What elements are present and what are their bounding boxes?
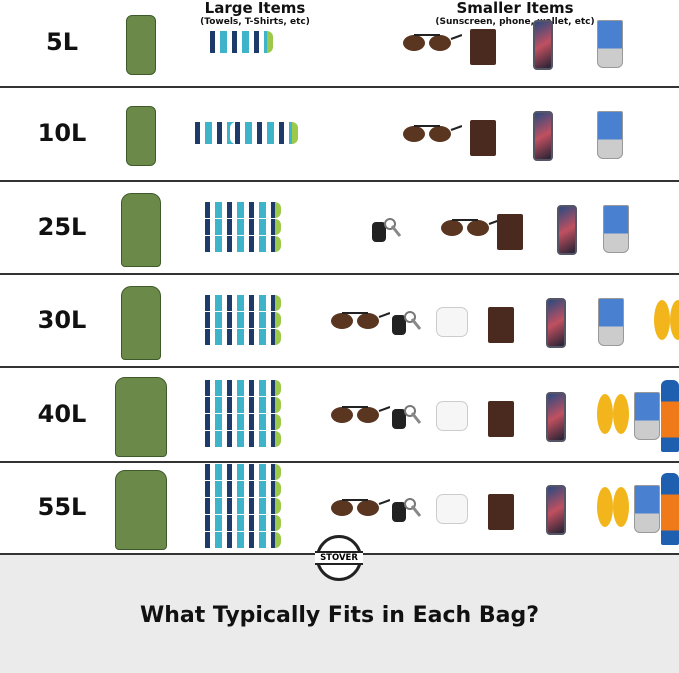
towel-icon <box>200 481 281 497</box>
towel-icon <box>200 532 281 548</box>
phone-icon <box>546 297 566 348</box>
towel-icon <box>200 464 281 480</box>
bag-size-label: 30L <box>37 305 87 334</box>
keys-icon <box>390 307 422 341</box>
sunglasses-icon <box>400 120 463 150</box>
large-backpack-icon <box>115 470 167 550</box>
size-row: 5L <box>0 0 679 88</box>
sunscreen-icon <box>597 20 623 68</box>
phone-icon <box>533 111 553 161</box>
flip-flops-icon <box>593 485 633 533</box>
towel-icon <box>200 235 281 252</box>
towel-icon <box>200 328 281 345</box>
flip-flops-icon <box>650 298 679 346</box>
towel-icon <box>200 311 281 328</box>
wallet-icon <box>488 494 514 530</box>
phone-icon <box>546 391 566 442</box>
towel-icon <box>200 218 281 235</box>
flip-flops-icon <box>593 392 633 440</box>
sunglasses-icon <box>438 214 501 244</box>
size-row: 25L <box>0 182 679 275</box>
bag-size-label: 55L <box>37 493 87 521</box>
size-row: 30L <box>0 275 679 368</box>
earbuds-icon <box>436 494 468 524</box>
keys-icon <box>370 214 402 248</box>
towel-icon <box>200 379 281 396</box>
keys-icon <box>390 494 422 528</box>
sunscreen-icon <box>598 297 624 346</box>
wallet-icon <box>488 306 514 343</box>
stover-logo: STOVER <box>315 535 363 581</box>
towel-icon <box>200 498 281 514</box>
spray-sunscreen-icon <box>661 379 679 452</box>
size-row: 40L <box>0 368 679 463</box>
sunglasses-icon <box>400 29 463 59</box>
sunglasses-icon <box>328 494 391 524</box>
dry-bag-icon <box>126 106 156 166</box>
towel-icon <box>200 201 281 218</box>
small-items-header: Smaller Items (Sunscreen, phone, wallet,… <box>420 0 610 28</box>
backpack-icon <box>121 192 161 267</box>
wallet-icon <box>497 213 523 250</box>
small-items-title: Smaller Items <box>456 0 574 17</box>
towel-icon <box>200 515 281 531</box>
wallet-icon <box>488 400 514 437</box>
sunscreen-icon <box>634 391 660 440</box>
earbuds-icon <box>436 400 468 431</box>
bag-size-label: 25L <box>37 212 87 241</box>
phone-icon <box>533 20 553 70</box>
large-items-subtitle: (Towels, T-Shirts, etc) <box>200 17 310 27</box>
towel-icon <box>200 413 281 430</box>
wallet-icon <box>470 120 496 156</box>
towel-icon <box>200 396 281 413</box>
phone-icon <box>557 204 577 255</box>
backpack-icon <box>121 285 161 360</box>
size-row: 10L <box>0 88 679 182</box>
sunscreen-icon <box>603 204 629 253</box>
towel-icon <box>200 294 281 311</box>
earbuds-icon <box>436 306 468 337</box>
bag-size-label: 10L <box>37 119 87 147</box>
footer-title: What Typically Fits in Each Bag? <box>139 603 539 628</box>
keys-icon <box>390 401 422 435</box>
towel-icon <box>200 430 281 447</box>
towel-icon <box>205 31 273 53</box>
towel-icon <box>230 122 298 144</box>
wallet-icon <box>470 29 496 65</box>
bag-size-label: 40L <box>37 399 87 428</box>
sunglasses-icon <box>328 307 391 337</box>
small-items-subtitle: (Sunscreen, phone, wallet, etc) <box>435 17 595 27</box>
sunscreen-icon <box>634 485 660 533</box>
sunglasses-icon <box>328 401 391 431</box>
large-items-title: Large Items <box>204 0 306 17</box>
phone-icon <box>546 485 566 535</box>
sunscreen-icon <box>597 111 623 159</box>
dry-bag-icon <box>126 15 156 75</box>
bag-size-label: 5L <box>46 28 78 56</box>
spray-sunscreen-icon <box>661 473 679 545</box>
large-backpack-icon <box>115 376 167 457</box>
large-items-header: Large Items (Towels, T-Shirts, etc) <box>195 0 315 28</box>
